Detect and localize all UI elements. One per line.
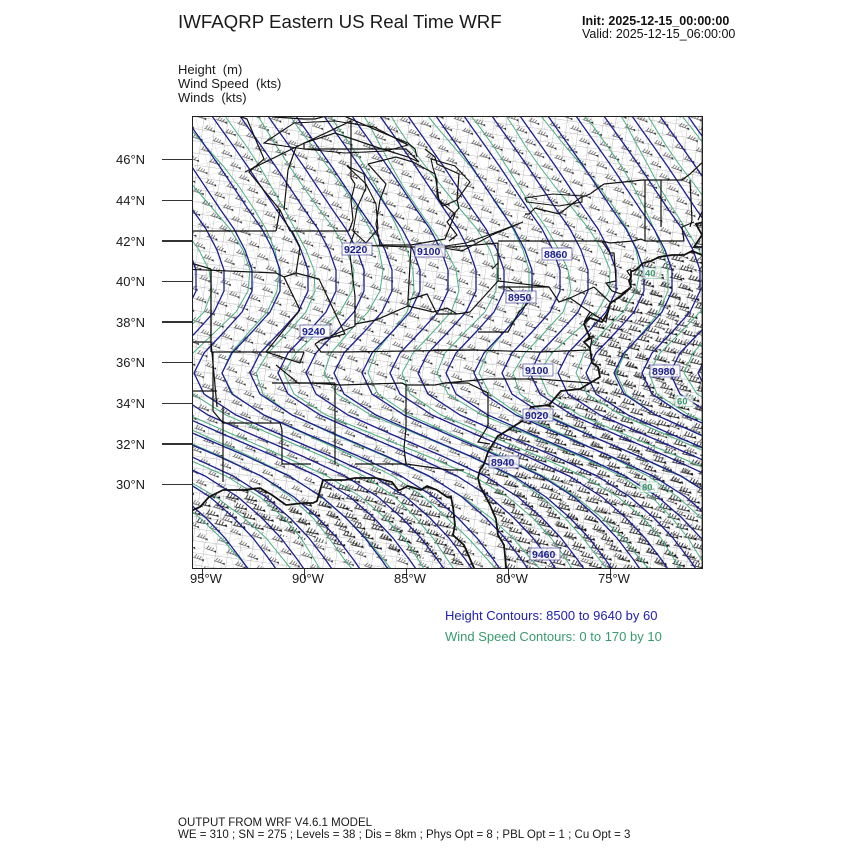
- svg-text:8980: 8980: [652, 367, 675, 378]
- svg-text:40: 40: [645, 269, 656, 280]
- svg-text:8860: 8860: [544, 250, 567, 261]
- svg-text:60: 60: [677, 396, 688, 407]
- svg-text:8950: 8950: [508, 293, 531, 304]
- svg-text:8940: 8940: [491, 458, 514, 469]
- svg-text:9020: 9020: [525, 411, 548, 422]
- svg-text:9460: 9460: [532, 550, 555, 561]
- svg-text:9240: 9240: [302, 327, 325, 338]
- svg-text:9100: 9100: [525, 366, 548, 377]
- svg-text:9220: 9220: [344, 245, 367, 256]
- svg-text:80: 80: [642, 482, 653, 493]
- svg-text:9100: 9100: [417, 247, 440, 258]
